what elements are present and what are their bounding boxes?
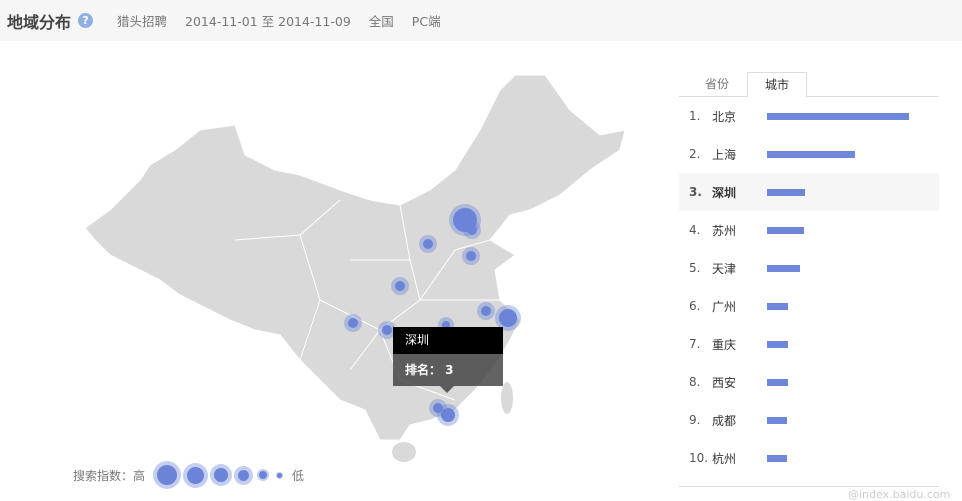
ranking-row[interactable]: 6. 广州 [679,287,939,325]
legend-dot-1 [157,465,178,485]
city-name: 深圳 [712,185,737,200]
ranking-row[interactable]: 1. 北京 [679,97,939,135]
city-name: 成都 [712,413,737,428]
rank-number: 6. [689,299,701,313]
index-bar [767,416,787,424]
city-bubble[interactable] [423,239,433,249]
city-name: 天津 [712,261,737,276]
city-bubble[interactable] [499,309,517,327]
index-bar [767,112,909,120]
city-bubble[interactable] [395,281,405,291]
index-bar [767,188,806,196]
index-bar [767,378,789,386]
tab-city[interactable]: 城市 [747,72,807,98]
rank-number: 7. [689,337,701,351]
rank-number: 4. [689,223,701,237]
rank-number: 3. [689,185,702,199]
legend-dot-6 [277,472,283,478]
region: 全国 [368,14,394,29]
ranking-row[interactable]: 10. 杭州 [679,439,939,477]
city-bubble[interactable] [467,225,477,235]
tab-province[interactable]: 省份 [704,77,729,91]
index-bar [767,340,789,348]
map-taiwan [501,382,513,414]
index-bar [767,226,804,234]
ranking-row[interactable]: 7. 重庆 [679,325,939,363]
legend-dot-4 [238,469,250,481]
divider [679,486,939,487]
city-name: 重庆 [712,337,737,352]
city-bubble[interactable] [348,318,358,328]
china-map[interactable] [60,60,640,480]
keyword: 猎头招聘 [117,14,168,29]
city-bubble[interactable] [466,251,476,261]
tooltip-city: 深圳 [393,327,503,354]
rank-number: 2. [689,147,701,161]
rank-number: 9. [689,413,701,427]
rank-number: 1. [689,109,701,123]
map-south-sea-inset [540,378,610,468]
ranking-row[interactable]: 5. 天津 [679,249,939,287]
legend-dot-3 [214,468,229,482]
ranking-row[interactable]: 9. 成都 [679,401,939,439]
rank-number: 8. [689,375,701,389]
header: 地域分布 ? 猎头招聘 2014-11-01 至 2014-11-09 全国 P… [0,0,962,41]
ranking-row[interactable]: 4. 苏州 [679,211,939,249]
city-name: 苏州 [712,223,737,238]
map-legend: 搜索指数：高 低 [73,465,304,485]
index-bar [767,150,856,158]
city-name: 广州 [712,299,737,314]
city-name: 上海 [712,147,737,162]
rank-number: 5. [689,261,701,275]
ranking-row[interactable]: 2. 上海 [679,135,939,173]
ranking-row[interactable]: 3. 深圳 [679,173,939,211]
date-range: 2014-11-01 至 2014-11-09 [185,14,351,29]
city-bubble[interactable] [382,325,392,335]
device: PC端 [411,14,441,29]
map-mainland [84,74,626,441]
legend-low: 低 [292,468,305,483]
region-tabs: 省份 城市 [679,72,939,98]
question-icon[interactable]: ? [78,13,94,28]
ranking-row[interactable]: 8. 西安 [679,363,939,401]
city-name: 西安 [712,375,737,390]
legend-dot-2 [187,466,205,484]
map-hainan [392,442,416,462]
legend-dot-5 [259,471,268,479]
index-bar [767,264,800,272]
tooltip-arrow [440,386,454,400]
city-bubble[interactable] [481,306,491,316]
city-name: 杭州 [712,451,737,466]
rank-number: 10. [689,451,709,465]
tooltip-rank: 排名： 3 [393,354,503,386]
watermark: @index.baidu.com [848,488,951,501]
page-title: 地域分布 [7,12,72,32]
index-bar [767,302,789,310]
index-bar [767,454,787,462]
city-bubble[interactable] [433,403,443,413]
legend-label: 搜索指数：高 [73,468,146,483]
city-bubble[interactable] [441,408,455,422]
city-name: 北京 [712,109,737,124]
city-ranking-list: 1. 北京 2. 上海 3. 深圳 4. 苏州 5. 天津 6. 广州 7. 重庆 8. 西安 9. 成都 10. 杭… [679,97,939,477]
map-tooltip: 深圳 排名： 3 [393,327,503,393]
